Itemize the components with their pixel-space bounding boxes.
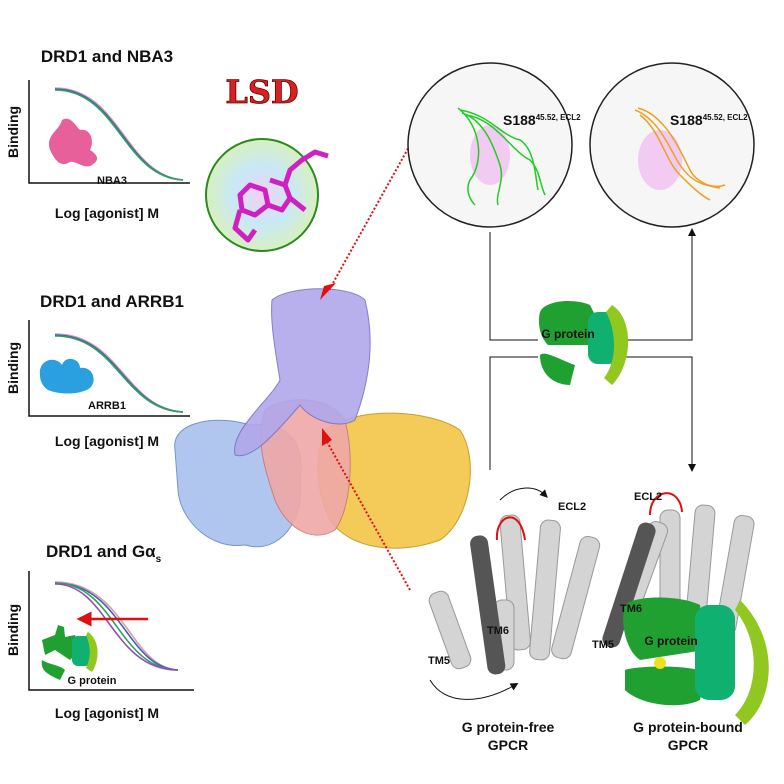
zoom-circle-green: S18845.52, ECL2 (407, 62, 581, 228)
x-axis-label: Log [agonist] M (55, 433, 159, 449)
receptor-purple (234, 288, 371, 457)
y-axis-label: Binding (5, 342, 21, 394)
blob-label: NBA3 (97, 175, 127, 187)
tm5-label: TM5 (592, 639, 614, 651)
center-g-protein: G protein (538, 300, 629, 385)
g-protein-label: G protein (644, 634, 697, 648)
y-axis-label: Binding (5, 106, 21, 158)
g-protein-shape (41, 625, 98, 680)
axes (28, 320, 190, 417)
ligand-circle (205, 138, 319, 252)
dose-response-curves (54, 333, 184, 413)
zoom-circle-orange: S18845.52, ECL2 (589, 62, 755, 228)
panel-nba3: DRD1 and NBA3 Binding Log [agonist] M NB… (5, 47, 190, 221)
g-protein-label: G protein (541, 327, 594, 341)
panel-title: DRD1 and ARRB1 (40, 292, 184, 311)
pointer-arrow (320, 283, 336, 300)
ligand-lsd: LSD (205, 73, 329, 252)
curve (54, 89, 184, 181)
caption: G protein-free (462, 719, 555, 735)
gpcr-g-protein-bound: ECL2 TM6 TM5 G protein G protein-bound G… (592, 491, 769, 753)
caption: G protein-bound (633, 719, 743, 735)
ecl2-label: ECL2 (558, 501, 586, 513)
lsd-molecule (232, 149, 329, 243)
protein-complex (174, 144, 471, 591)
panel-arrb1: DRD1 and ARRB1 Binding Log [agonist] M A… (5, 292, 190, 449)
gpcr-g-protein-free: ECL2 TM6 TM5 G protein-free GPCR (428, 487, 601, 753)
ligand-title: LSD (225, 73, 298, 111)
caption: GPCR (488, 737, 528, 753)
nba3-shape (48, 118, 98, 167)
arrb1-shape (39, 358, 94, 394)
panel-title: DRD1 and Gαs (46, 542, 162, 565)
connectors (489, 228, 696, 472)
ecl2-label: ECL2 (634, 491, 662, 503)
dotted-line (327, 144, 411, 293)
curve (54, 582, 179, 671)
axes (28, 571, 194, 691)
curve (54, 583, 179, 671)
blob-label: G protein (68, 675, 117, 687)
dose-response-curves (54, 87, 184, 181)
panel-gas: DRD1 and Gαs Binding Log [agonist] M G p… (5, 542, 194, 721)
x-axis-label: Log [agonist] M (55, 205, 159, 221)
x-axis-label: Log [agonist] M (55, 705, 159, 721)
pointer-arrow (322, 428, 332, 446)
curve (54, 582, 179, 671)
dose-response-curves (54, 581, 179, 671)
panel-title: DRD1 and NBA3 (41, 47, 173, 66)
residue-label: S18845.52, ECL2 (503, 112, 581, 128)
caption: GPCR (668, 737, 708, 753)
tm6-label: TM6 (620, 603, 642, 615)
curve (54, 335, 184, 413)
tm5-label: TM5 (428, 655, 450, 667)
dotted-line (325, 439, 411, 591)
y-axis-label: Binding (5, 604, 21, 656)
blob-label: ARRB1 (88, 400, 126, 412)
residue-label: S18845.52, ECL2 (670, 112, 748, 128)
axes (28, 80, 190, 184)
tm6-label: TM6 (487, 625, 509, 637)
